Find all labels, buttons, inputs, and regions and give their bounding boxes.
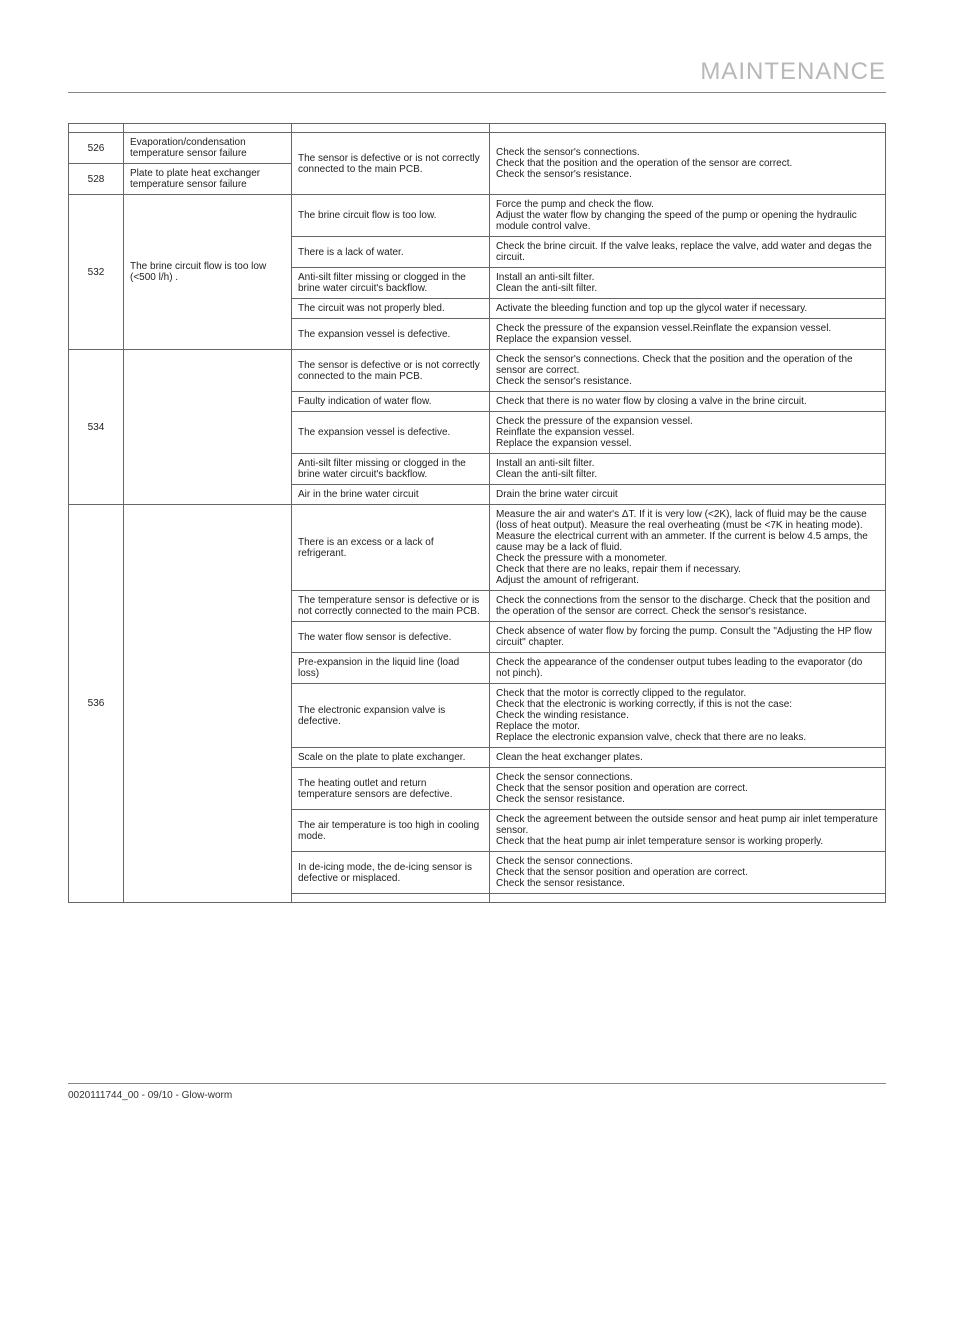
cell-fix: Clean the heat exchanger plates. xyxy=(490,748,886,768)
cell-cause: In de-icing mode, the de-icing sensor is… xyxy=(292,852,490,894)
cell-cause: The temperature sensor is defective or i… xyxy=(292,591,490,622)
cell-cause: There is a lack of water. xyxy=(292,237,490,268)
cell-fix: Install an anti-silt filter.Clean the an… xyxy=(490,454,886,485)
cell-cause: The circuit was not properly bled. xyxy=(292,299,490,319)
table-header-row xyxy=(69,124,886,133)
cell-fix: Check the appearance of the condenser ou… xyxy=(490,653,886,684)
header-cell-code xyxy=(69,124,124,133)
cell-fault: The brine circuit flow is too low (<500 … xyxy=(124,195,292,350)
cell-code: 526 xyxy=(69,133,124,164)
cell-cause: The brine circuit flow is too low. xyxy=(292,195,490,237)
cell-cause: The air temperature is too high in cooli… xyxy=(292,810,490,852)
header-cell-fault xyxy=(124,124,292,133)
cell-fix: Check the pressure of the expansion vess… xyxy=(490,319,886,350)
cell-fix: Check the brine circuit. If the valve le… xyxy=(490,237,886,268)
table-row: 526 Evaporation/condensation temperature… xyxy=(69,133,886,164)
cell-cause: Scale on the plate to plate exchanger. xyxy=(292,748,490,768)
cell-fault xyxy=(124,505,292,903)
cell-fix: Check that there is no water flow by clo… xyxy=(490,392,886,412)
cell-cause xyxy=(292,894,490,903)
cell-fix: Drain the brine water circuit xyxy=(490,485,886,505)
cell-code: 534 xyxy=(69,350,124,505)
cell-fix: Measure the air and water's ΔT. If it is… xyxy=(490,505,886,591)
cell-code: 528 xyxy=(69,164,124,195)
header-cell-cause xyxy=(292,124,490,133)
cell-fix: Check that the motor is correctly clippe… xyxy=(490,684,886,748)
cell-cause: The sensor is defective or is not correc… xyxy=(292,133,490,195)
cell-fix: Activate the bleeding function and top u… xyxy=(490,299,886,319)
cell-fault xyxy=(124,350,292,505)
header-cell-fix xyxy=(490,124,886,133)
table-row: 536 There is an excess or a lack of refr… xyxy=(69,505,886,591)
cell-cause: The electronic expansion valve is defect… xyxy=(292,684,490,748)
cell-cause: The expansion vessel is defective. xyxy=(292,412,490,454)
footer-rule xyxy=(68,1083,886,1084)
cell-cause: Anti-silt filter missing or clogged in t… xyxy=(292,454,490,485)
maintenance-table: 526 Evaporation/condensation temperature… xyxy=(68,123,886,903)
cell-cause: Pre-expansion in the liquid line (load l… xyxy=(292,653,490,684)
footer-reference: 0020111744_00 - 09/10 - Glow-worm xyxy=(68,1090,886,1101)
cell-cause: Faulty indication of water flow. xyxy=(292,392,490,412)
header-rule xyxy=(68,92,886,93)
cell-fix: Install an anti-silt filter.Clean the an… xyxy=(490,268,886,299)
cell-fix: Check the sensor's connections. Check th… xyxy=(490,350,886,392)
cell-cause: The expansion vessel is defective. xyxy=(292,319,490,350)
cell-fix: Check the agreement between the outside … xyxy=(490,810,886,852)
cell-fix: Check the sensor's connections.Check tha… xyxy=(490,133,886,195)
cell-fix: Check the sensor connections.Check that … xyxy=(490,768,886,810)
cell-cause: The heating outlet and return temperatur… xyxy=(292,768,490,810)
cell-cause: There is an excess or a lack of refriger… xyxy=(292,505,490,591)
cell-fix xyxy=(490,894,886,903)
cell-fix: Check the connections from the sensor to… xyxy=(490,591,886,622)
cell-cause: Anti-silt filter missing or clogged in t… xyxy=(292,268,490,299)
cell-fault: Plate to plate heat exchanger temperatur… xyxy=(124,164,292,195)
cell-code: 536 xyxy=(69,505,124,903)
cell-fix: Check absence of water flow by forcing t… xyxy=(490,622,886,653)
cell-fix: Check the pressure of the expansion vess… xyxy=(490,412,886,454)
cell-cause: Air in the brine water circuit xyxy=(292,485,490,505)
cell-cause: The water flow sensor is defective. xyxy=(292,622,490,653)
cell-fault: Evaporation/condensation temperature sen… xyxy=(124,133,292,164)
cell-fix: Force the pump and check the flow.Adjust… xyxy=(490,195,886,237)
page-header-title: MAINTENANCE xyxy=(68,58,886,86)
cell-fix: Check the sensor connections.Check that … xyxy=(490,852,886,894)
table-row: 532 The brine circuit flow is too low (<… xyxy=(69,195,886,237)
cell-cause: The sensor is defective or is not correc… xyxy=(292,350,490,392)
table-row: 534 The sensor is defective or is not co… xyxy=(69,350,886,392)
cell-code: 532 xyxy=(69,195,124,350)
